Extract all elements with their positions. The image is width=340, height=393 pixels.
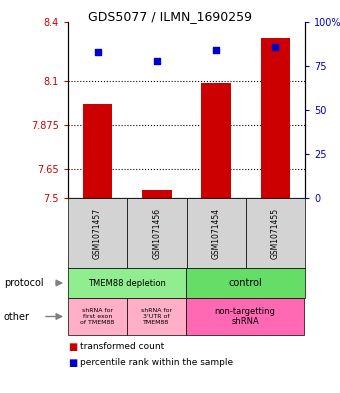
Text: shRNA for
first exon
of TMEM88: shRNA for first exon of TMEM88 (80, 308, 115, 325)
Point (95, 49, 100, 55)
Bar (142, 190, 172, 198)
Text: shRNA for
3'UTR of
TMEM88: shRNA for 3'UTR of TMEM88 (141, 308, 172, 325)
Text: transformed count: transformed count (80, 342, 164, 351)
Point (154, 58, 159, 64)
Text: GSM1071454: GSM1071454 (211, 208, 221, 259)
Text: ■: ■ (68, 342, 77, 352)
Point (273, 44, 278, 50)
Text: control: control (228, 278, 262, 288)
Text: protocol: protocol (4, 278, 44, 288)
Text: GSM1071457: GSM1071457 (93, 208, 102, 259)
Text: ■: ■ (68, 358, 77, 368)
Bar (260, 38, 290, 198)
Text: other: other (4, 312, 30, 321)
Text: non-targetting
shRNA: non-targetting shRNA (215, 307, 275, 326)
Point (214, 47, 219, 53)
Text: TMEM88 depletion: TMEM88 depletion (88, 279, 166, 288)
Bar (201, 83, 231, 198)
Text: percentile rank within the sample: percentile rank within the sample (80, 358, 233, 367)
Text: GSM1071456: GSM1071456 (152, 208, 161, 259)
Text: GSM1071455: GSM1071455 (271, 208, 280, 259)
Text: GDS5077 / ILMN_1690259: GDS5077 / ILMN_1690259 (88, 10, 252, 23)
Bar (83, 104, 113, 198)
